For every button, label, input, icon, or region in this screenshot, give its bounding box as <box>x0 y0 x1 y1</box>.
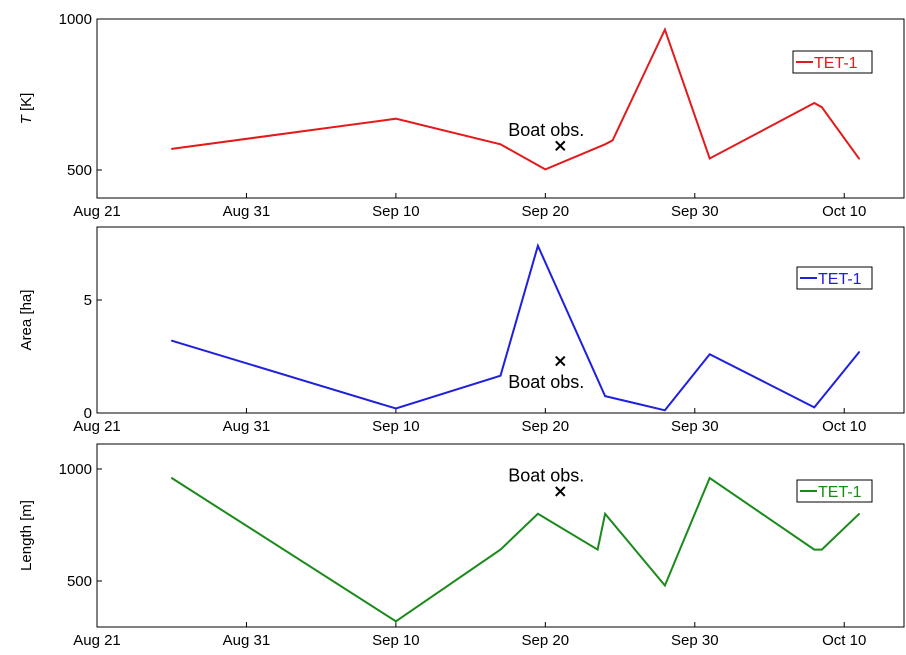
x-tick-label: Aug 21 <box>73 632 121 649</box>
data-point <box>537 513 539 515</box>
y-axis-label-unit: [K] <box>18 93 35 116</box>
boat-obs-label: Boat obs. <box>508 372 584 392</box>
legend-label: TET-1 <box>818 484 862 501</box>
y-tick-label: 1000 <box>59 11 92 28</box>
boat-obs-label: Boat obs. <box>508 465 584 485</box>
x-tick-label: Aug 31 <box>223 418 271 435</box>
x-tick-label: Sep 20 <box>522 418 570 435</box>
y-tick-label: 5 <box>84 292 92 309</box>
y-axis-label: Length [m] <box>18 500 35 571</box>
chart-panel-2: Aug 21 Aug 31 Sep 10 Sep 20 Sep 30 Oct 10 0 5 Ar… <box>18 226 905 435</box>
plot-frame <box>96 18 905 199</box>
x-tick-label: Oct 10 <box>822 418 866 435</box>
data-point <box>604 395 606 397</box>
data-point <box>813 406 816 409</box>
data-point <box>170 477 173 479</box>
data-point <box>499 374 502 377</box>
data-point <box>708 353 711 356</box>
data-point <box>499 143 502 146</box>
x-tick-label: Sep 10 <box>372 203 420 220</box>
x-tick-label: Sep 30 <box>671 203 719 220</box>
data-point <box>611 139 614 142</box>
data-point <box>813 102 816 104</box>
x-tick-label: Oct 10 <box>822 203 866 220</box>
series-line-tet1 <box>171 26 861 171</box>
data-point <box>708 477 711 479</box>
boat-obs-marker <box>555 486 566 497</box>
plot-frame <box>96 226 905 414</box>
boat-obs-label: Boat obs. <box>508 120 584 140</box>
data-point <box>395 620 397 623</box>
boat-obs-marker <box>555 140 566 152</box>
legend-label: TET-1 <box>814 55 858 72</box>
x-tick-label: Sep 10 <box>372 632 420 649</box>
x-tick-label: Sep 30 <box>671 632 719 649</box>
x-tick-label: Sep 10 <box>372 418 420 435</box>
data-point <box>604 513 606 515</box>
y-tick-label: 1000 <box>59 461 92 478</box>
x-tick-label: Sep 20 <box>522 203 570 220</box>
x-tick-label: Aug 21 <box>73 203 121 220</box>
legend-box <box>796 479 873 503</box>
x-tick-label: Aug 31 <box>223 632 271 649</box>
data-point <box>170 148 173 150</box>
data-point <box>664 584 666 587</box>
legend-label: TET-1 <box>818 271 862 288</box>
boat-obs-marker-stroke <box>555 486 566 497</box>
data-point <box>604 143 606 146</box>
legend-box <box>792 50 873 74</box>
data-point <box>395 407 397 410</box>
chart-panel-1: Aug 21 Aug 31 Sep 10 Sep 20 Sep 30 Oct 10 500 1… <box>18 11 905 220</box>
data-point <box>664 28 666 31</box>
y-axis-label: T [K] <box>18 93 35 125</box>
data-point <box>544 168 547 171</box>
x-tick-label: Aug 31 <box>223 203 271 220</box>
data-point <box>858 351 860 353</box>
x-tick-label: Oct 10 <box>822 632 866 649</box>
plot-frame <box>96 443 905 628</box>
boat-obs-marker-stroke <box>555 355 566 367</box>
data-point <box>858 513 860 515</box>
y-tick-label: 0 <box>84 405 92 422</box>
chart-panel-3: Aug 21 Aug 31 Sep 10 Sep 20 Sep 30 Oct 10 500 1… <box>18 443 905 649</box>
x-tick-label: Sep 30 <box>671 418 719 435</box>
data-point <box>664 409 666 412</box>
data-point <box>858 158 860 160</box>
data-point <box>596 548 599 551</box>
data-point <box>813 548 816 551</box>
boat-obs-marker-stroke <box>555 140 566 152</box>
data-point <box>821 548 823 551</box>
data-point <box>395 117 397 120</box>
y-tick-label: 500 <box>67 573 92 590</box>
data-point <box>821 106 823 108</box>
y-axis-label-symbol: T <box>18 113 35 124</box>
legend-box <box>796 266 873 290</box>
y-axis-label: Area [ha] <box>18 290 35 351</box>
data-point <box>708 157 711 160</box>
boat-obs-marker <box>555 355 566 367</box>
series-line-tet1 <box>171 476 860 623</box>
data-point <box>499 548 502 551</box>
x-tick-label: Sep 20 <box>522 632 570 649</box>
data-point <box>537 244 539 247</box>
y-tick-label: 500 <box>67 162 92 179</box>
data-point <box>170 339 173 342</box>
x-tick-label: Aug 21 <box>73 418 121 435</box>
